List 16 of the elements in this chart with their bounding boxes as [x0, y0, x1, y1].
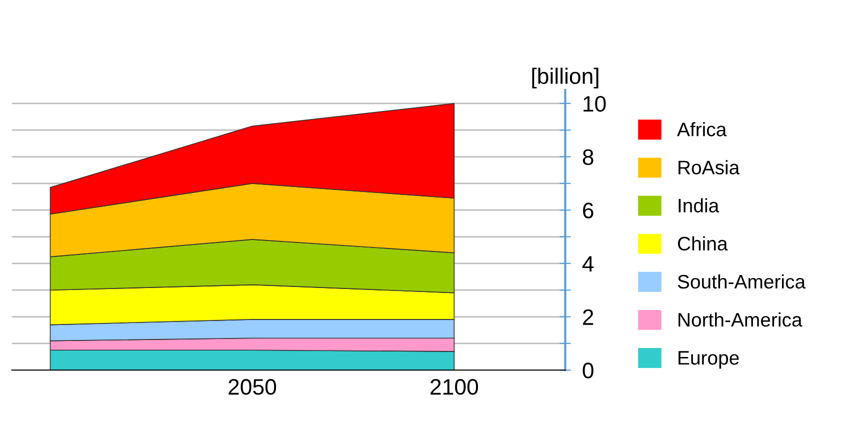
y-tick-label: 2	[583, 309, 594, 325]
legend-label: China	[678, 236, 728, 251]
y-axis-title: [billion]	[532, 68, 598, 88]
legend-label: South-America	[678, 274, 806, 289]
legend-label: Africa	[677, 122, 727, 136]
legend-label: RoAsia	[678, 160, 740, 174]
y-tick-label: 4	[582, 256, 594, 272]
y-tick-label: 0	[582, 362, 594, 378]
y-tick-label: 6	[583, 202, 594, 218]
x-tick-label: 2100	[430, 379, 478, 395]
legend-label: India	[678, 198, 720, 212]
legend-label: Europe	[678, 351, 739, 369]
legend-label: North-America	[678, 312, 802, 327]
y-tick-label: 10	[584, 96, 606, 112]
y-tick-label: 8	[582, 149, 594, 166]
x-tick-label: 2050	[228, 379, 276, 395]
